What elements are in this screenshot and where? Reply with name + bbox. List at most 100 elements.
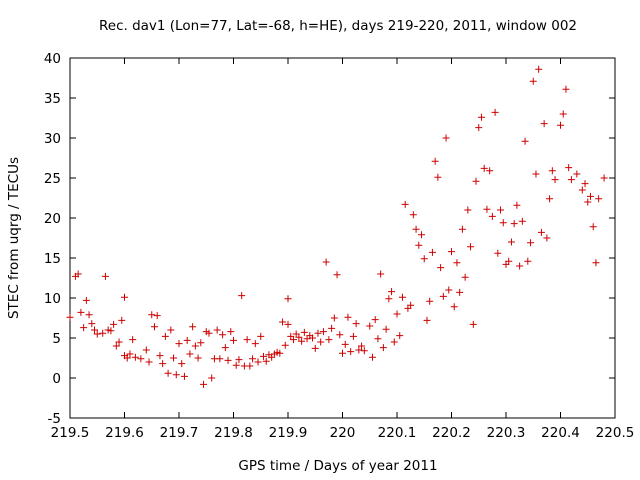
data-point — [510, 220, 518, 228]
data-point — [461, 273, 469, 281]
data-point — [164, 369, 172, 377]
data-point — [314, 329, 322, 337]
data-point — [420, 255, 428, 263]
data-point — [99, 329, 107, 337]
data-point — [170, 354, 178, 362]
data-point — [488, 212, 496, 220]
data-point — [167, 326, 175, 334]
data-point — [142, 346, 150, 354]
data-point — [524, 257, 532, 265]
data-point — [309, 334, 317, 342]
data-point — [428, 248, 436, 256]
data-point — [477, 113, 485, 121]
y-axis-label: STEC from uqrg / TECUs — [6, 157, 22, 319]
data-point — [407, 301, 415, 309]
x-tick-label: 219.9 — [269, 425, 308, 441]
data-point — [91, 326, 99, 334]
data-point — [197, 339, 205, 347]
data-point — [276, 349, 284, 357]
data-point — [480, 164, 488, 172]
x-tick-label: 219.8 — [214, 425, 253, 441]
data-point — [148, 311, 156, 319]
data-point — [159, 360, 167, 368]
y-tick-label: 10 — [44, 291, 61, 307]
data-point — [251, 340, 259, 348]
data-point — [110, 320, 118, 328]
data-point — [243, 336, 251, 344]
data-point — [85, 311, 93, 319]
y-tick-label: 20 — [44, 211, 61, 227]
data-point — [439, 292, 447, 300]
data-point — [445, 286, 453, 294]
data-point — [537, 228, 545, 236]
data-point — [469, 320, 477, 328]
data-point — [418, 231, 426, 239]
data-point — [186, 350, 194, 358]
data-point — [300, 328, 308, 336]
data-point — [295, 333, 303, 341]
data-point — [390, 338, 398, 346]
data-point — [66, 313, 74, 321]
data-point — [379, 344, 387, 352]
x-tick-label: 220.4 — [541, 425, 580, 441]
data-point — [319, 328, 327, 336]
data-point — [559, 110, 567, 118]
x-tick-label: 220.1 — [378, 425, 417, 441]
data-point — [112, 342, 120, 350]
data-point — [448, 248, 455, 256]
data-point — [82, 296, 90, 304]
data-point — [330, 314, 338, 322]
data-point — [497, 206, 505, 214]
data-point — [216, 355, 224, 363]
data-point — [540, 120, 548, 128]
data-point — [150, 323, 158, 331]
data-point — [232, 361, 240, 369]
data-point — [322, 258, 330, 266]
data-point — [586, 192, 594, 200]
data-point — [121, 293, 128, 301]
data-point — [180, 372, 188, 380]
data-point — [521, 137, 529, 145]
data-point — [467, 243, 475, 251]
data-point — [374, 335, 382, 343]
data-point — [224, 356, 232, 364]
y-tick-label: 25 — [44, 171, 61, 187]
y-tick-label: 5 — [52, 331, 61, 347]
data-point — [336, 331, 344, 339]
data-point — [284, 320, 292, 328]
data-point — [377, 270, 385, 278]
data-point — [137, 355, 145, 363]
data-point — [532, 170, 540, 178]
data-point — [458, 225, 466, 233]
data-point — [339, 349, 346, 357]
data-point — [131, 353, 139, 361]
data-point — [259, 352, 267, 360]
data-point — [494, 249, 502, 257]
data-point — [543, 234, 551, 242]
x-tick-label: 219.6 — [105, 425, 144, 441]
data-point — [145, 358, 153, 366]
data-point — [88, 320, 96, 328]
chart-title: Rec. dav1 (Lon=77, Lat=-68, h=HE), days … — [99, 18, 577, 34]
data-point — [434, 173, 442, 181]
data-point — [254, 358, 262, 366]
data-point — [388, 288, 396, 296]
data-point — [246, 362, 254, 370]
data-point — [456, 288, 464, 296]
data-point — [328, 324, 336, 332]
tick-layer: 219.5 219.6 219.7 219.8 219.9 220 220.1 220.2 22… — [44, 51, 635, 441]
data-point — [333, 271, 341, 279]
data-point — [191, 342, 199, 350]
data-point — [396, 332, 404, 340]
data-point — [464, 206, 472, 214]
data-point — [516, 262, 524, 270]
y-tick-label: 35 — [44, 91, 61, 107]
data-point — [249, 355, 257, 363]
x-axis-label: GPS time / Days of year 2011 — [238, 458, 437, 474]
data-point — [281, 341, 289, 349]
data-point — [442, 134, 450, 142]
data-point — [77, 308, 85, 316]
data-point — [431, 157, 439, 165]
data-point — [213, 326, 221, 334]
